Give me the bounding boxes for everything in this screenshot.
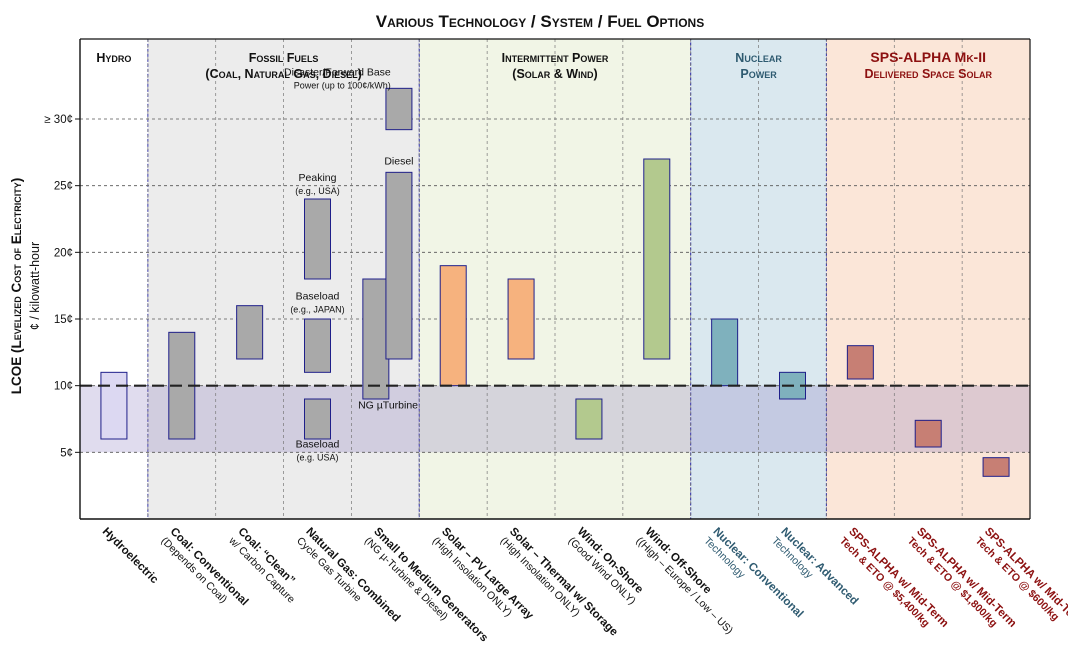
range-bar — [236, 305, 264, 360]
y-tick-label: 20¢ — [54, 247, 73, 259]
group-titles: Hydro Fossil Fuels (Coal, Natural Gas, Die… — [96, 49, 992, 81]
group-title: Fossil Fuels — [249, 51, 319, 65]
range-bars — [100, 87, 1010, 477]
range-bar — [385, 87, 413, 131]
range-bar — [846, 345, 874, 380]
range-bar — [507, 278, 535, 360]
annotation-label: Disaster/Forward Base — [284, 67, 391, 79]
group-title: Power — [740, 67, 777, 81]
group-title: Nuclear — [735, 51, 782, 65]
group-title: (Coal, Natural Gas, Diesel) — [205, 67, 361, 81]
range-bar — [100, 371, 128, 440]
group-title: SPS-ALPHA Mk-II — [870, 49, 986, 65]
y-tick-label: 15¢ — [54, 314, 73, 326]
x-label: Small to Medium Generators(NG µ-Turbine … — [362, 526, 490, 645]
range-bar — [385, 171, 413, 360]
y-axis-label: LCOE (Levelized Cost of Electricity) — [9, 178, 24, 395]
range-bar — [914, 419, 942, 448]
range-bar — [643, 158, 671, 360]
range-bar — [304, 318, 331, 373]
annotation-label: (e.g., JAPAN) — [290, 305, 344, 315]
x-label-main: Solar – Thermal w/ Storage — [507, 526, 620, 639]
annotation-label: (e.g., USA) — [295, 186, 340, 196]
axes — [79, 38, 1031, 520]
range-bar — [439, 265, 467, 387]
annotation-label: Peaking — [299, 172, 337, 184]
annotation-label: Baseload — [296, 439, 340, 451]
y-tick-label: 25¢ — [54, 181, 73, 193]
x-labels: Hydroelectric Coal: Conventional(Depends … — [100, 526, 1068, 645]
range-bar — [575, 398, 603, 440]
range-bar — [711, 318, 739, 387]
annotation-label: Power (up to 100¢/kWh) — [294, 81, 391, 91]
annotations: Disaster/Forward Base Power (up to 100¢/k… — [284, 67, 418, 463]
y-tick-label: 5¢ — [60, 447, 73, 459]
annotation-label: Baseload — [296, 291, 340, 303]
range-bar — [362, 278, 390, 400]
x-label: Hydroelectric — [100, 526, 161, 587]
x-label-main: Hydroelectric — [100, 526, 161, 587]
group-title: Delivered Space Solar — [864, 67, 992, 81]
y-axis-unit: ¢ / kilowatt-hour — [28, 242, 42, 330]
y-tick-label: ≥ 30¢ — [44, 114, 73, 126]
group-title: (Solar & Wind) — [512, 67, 597, 81]
annotation-label: NG µTurbine — [358, 399, 418, 411]
y-tick-label: 10¢ — [54, 381, 73, 393]
annotation-label: Diesel — [384, 155, 413, 167]
group-title: Hydro — [96, 51, 131, 65]
chart-title: Various Technology / System / Fuel Optio… — [376, 12, 704, 31]
range-bar — [982, 457, 1010, 477]
range-bar — [304, 198, 331, 280]
y-ticks: 5¢ 10¢ 15¢ 20¢ 25¢ ≥ 30¢ — [44, 114, 80, 459]
annotation-label: (e.g. USA) — [296, 453, 338, 463]
grid — [80, 39, 1030, 519]
range-bar — [304, 398, 331, 440]
group-title: Intermittent Power — [502, 51, 609, 65]
